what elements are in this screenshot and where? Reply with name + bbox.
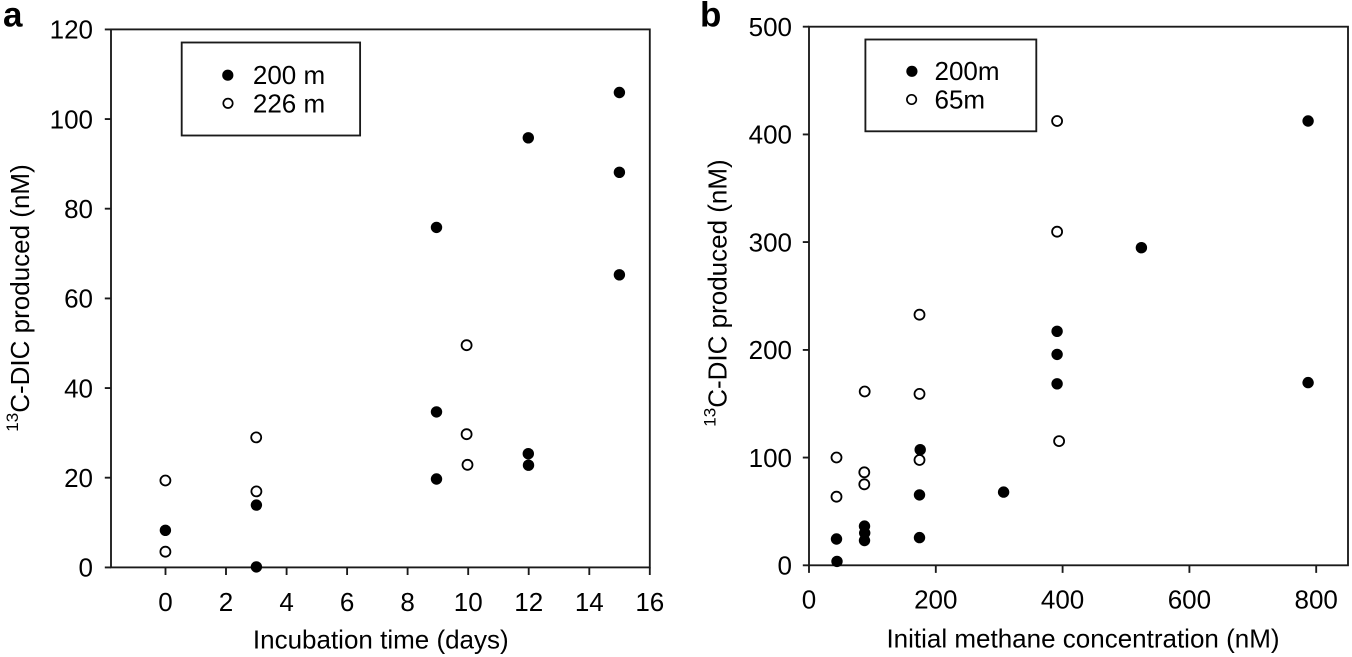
svg-text:0: 0	[802, 585, 816, 615]
svg-text:13C-DIC produced (nM): 13C-DIC produced (nM)	[3, 164, 35, 431]
svg-text:100: 100	[749, 443, 792, 473]
svg-text:200 m: 200 m	[253, 60, 325, 90]
svg-text:65m: 65m	[935, 84, 986, 114]
svg-text:200: 200	[914, 585, 957, 615]
svg-text:0: 0	[79, 553, 93, 583]
svg-text:8: 8	[400, 587, 414, 617]
svg-text:400: 400	[1041, 585, 1084, 615]
svg-text:14: 14	[575, 587, 604, 617]
svg-text:800: 800	[1295, 585, 1338, 615]
svg-text:80: 80	[64, 194, 93, 224]
svg-text:600: 600	[1168, 585, 1211, 615]
svg-text:b: b	[700, 0, 721, 35]
svg-text:20: 20	[64, 463, 93, 493]
svg-text:100: 100	[50, 104, 93, 134]
svg-text:120: 120	[50, 15, 93, 45]
svg-text:200: 200	[749, 335, 792, 365]
svg-text:226 m: 226 m	[253, 88, 325, 118]
svg-text:Incubation time (days): Incubation time (days)	[253, 624, 509, 654]
svg-text:0: 0	[158, 587, 172, 617]
svg-text:500: 500	[749, 12, 792, 42]
svg-text:40: 40	[64, 373, 93, 403]
svg-text:Initial methane concentration: Initial methane concentration (nM)	[886, 624, 1279, 654]
svg-text:0: 0	[778, 551, 792, 581]
svg-text:12: 12	[514, 587, 543, 617]
svg-text:13C-DIC produced (nM): 13C-DIC produced (nM)	[701, 159, 733, 426]
svg-text:400: 400	[749, 120, 792, 150]
svg-text:10: 10	[454, 587, 483, 617]
svg-text:2: 2	[219, 587, 233, 617]
svg-text:4: 4	[279, 587, 293, 617]
svg-text:60: 60	[64, 284, 93, 314]
svg-text:6: 6	[340, 587, 354, 617]
svg-text:16: 16	[635, 587, 664, 617]
svg-text:300: 300	[749, 227, 792, 257]
svg-text:200m: 200m	[935, 56, 1000, 86]
svg-text:a: a	[3, 0, 23, 35]
